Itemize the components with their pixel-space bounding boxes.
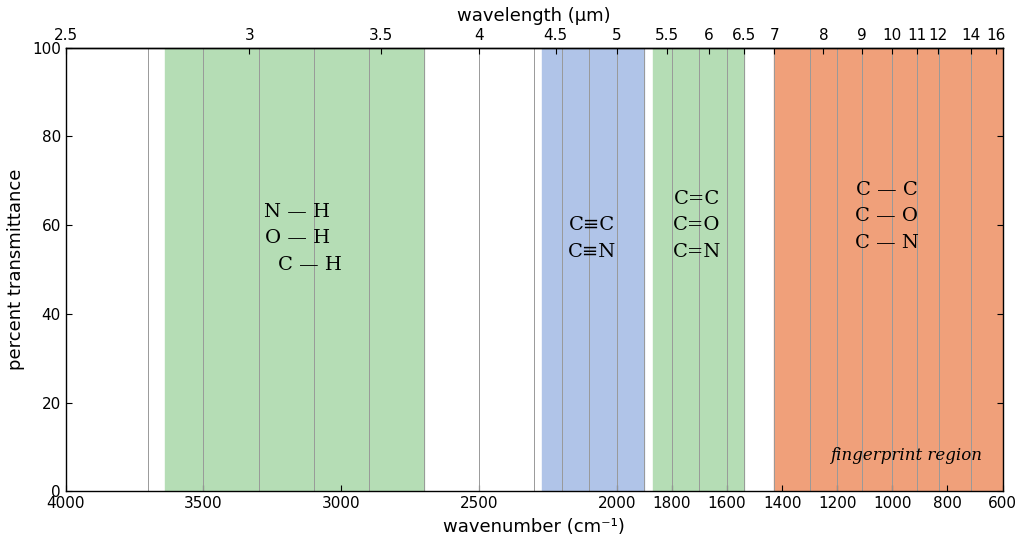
Bar (652, 48, 743, 491)
Text: fingerprint region: fingerprint region (830, 447, 982, 464)
Text: C≡C
C≡N: C≡C C≡N (568, 216, 616, 261)
Bar (774, 48, 1002, 491)
X-axis label: wavenumber (cm⁻¹): wavenumber (cm⁻¹) (443, 518, 625, 536)
Text: C — C
C — O
C — N: C — C C — O C — N (855, 181, 919, 251)
Text: N — H
O — H
    C — H: N — H O — H C — H (253, 203, 342, 274)
Bar (543, 48, 644, 491)
X-axis label: wavelength (μm): wavelength (μm) (458, 7, 611, 25)
Bar (165, 48, 424, 491)
Y-axis label: percent transmittance: percent transmittance (7, 169, 25, 370)
Text: C=C
C=O
C=N: C=C C=O C=N (673, 190, 721, 261)
